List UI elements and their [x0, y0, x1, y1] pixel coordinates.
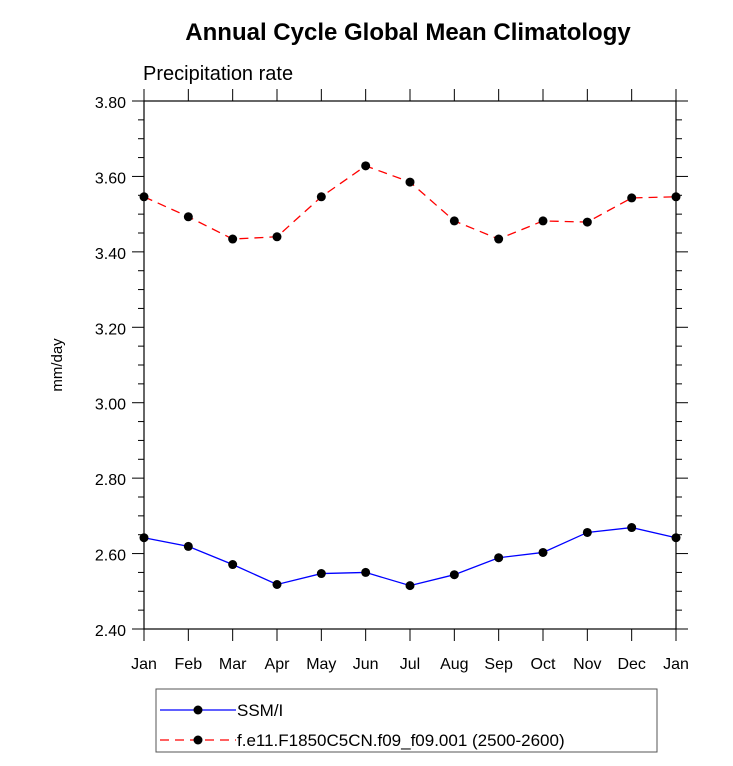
x-tick-label: Jan: [131, 656, 157, 673]
x-tick-label: Jun: [353, 656, 379, 673]
data-point: [361, 567, 371, 577]
y-axis-label: mm/day: [49, 338, 66, 392]
data-point: [272, 232, 282, 242]
data-point: [272, 579, 282, 589]
legend-label: SSM/I: [237, 701, 283, 720]
y-tick-label: 2.80: [95, 472, 126, 489]
data-point: [228, 560, 238, 570]
x-tick-label: Feb: [175, 656, 203, 673]
x-tick-label: Jul: [400, 656, 420, 673]
series-0: [139, 523, 681, 591]
chart-subtitle: Precipitation rate: [143, 63, 293, 85]
data-point: [183, 541, 193, 551]
x-tick-label: Mar: [219, 656, 247, 673]
y-tick-label: 3.00: [95, 397, 126, 414]
data-point: [405, 581, 415, 591]
data-point: [671, 533, 681, 543]
data-point: [449, 216, 459, 226]
x-tick-label: Sep: [484, 656, 513, 673]
y-tick-label: 3.60: [95, 170, 126, 187]
data-point: [361, 161, 371, 171]
data-point: [538, 547, 548, 557]
data-point: [494, 553, 504, 563]
data-point: [139, 192, 149, 202]
series-layer: [139, 161, 681, 591]
data-point: [449, 570, 459, 580]
legend-label: f.e11.F1850C5CN.f09_f09.001 (2500-2600): [237, 731, 565, 750]
y-tick-label: 3.80: [95, 95, 126, 112]
series-line: [143, 165, 677, 240]
series-1: [139, 161, 681, 244]
legend-box: [155, 688, 658, 753]
data-point: [228, 234, 238, 244]
data-point: [139, 533, 149, 543]
x-tick-label: May: [306, 656, 336, 673]
y-tick-label: 3.20: [95, 321, 126, 338]
y-axis: 2.40 2.60 2.80 3.00 3.20 3.40 3.60 3.80: [95, 95, 688, 640]
y-tick-label: 2.40: [95, 623, 126, 640]
data-point: [582, 217, 592, 227]
x-axis: Jan Feb Mar Apr May Jun Jul Aug Sep Oct Nov Dec Jan: [131, 89, 689, 673]
data-point: [582, 527, 592, 537]
chart-title: Annual Cycle Global Mean Climatology: [185, 19, 631, 46]
data-point: [316, 192, 326, 202]
x-tick-label: Jan: [663, 656, 689, 673]
x-tick-label: Dec: [617, 656, 645, 673]
x-tick-label: Aug: [440, 656, 468, 673]
y-tick-label: 2.60: [95, 548, 126, 565]
x-tick-label: Apr: [265, 656, 291, 673]
y-tick-label: 3.40: [95, 246, 126, 263]
data-point: [671, 192, 681, 202]
data-point: [627, 193, 637, 203]
legend: SSM/I f.e11.F1850C5CN.f09_f09.001 (2500-2…: [155, 688, 658, 753]
data-point: [183, 212, 193, 222]
legend-marker: [193, 735, 203, 745]
data-point: [405, 177, 415, 187]
x-tick-label: Oct: [531, 656, 556, 673]
legend-marker: [193, 705, 203, 715]
data-point: [494, 234, 504, 244]
data-point: [538, 216, 548, 226]
data-point: [316, 569, 326, 579]
series-line: [143, 526, 677, 587]
data-point: [627, 523, 637, 533]
x-tick-label: Nov: [573, 656, 601, 673]
